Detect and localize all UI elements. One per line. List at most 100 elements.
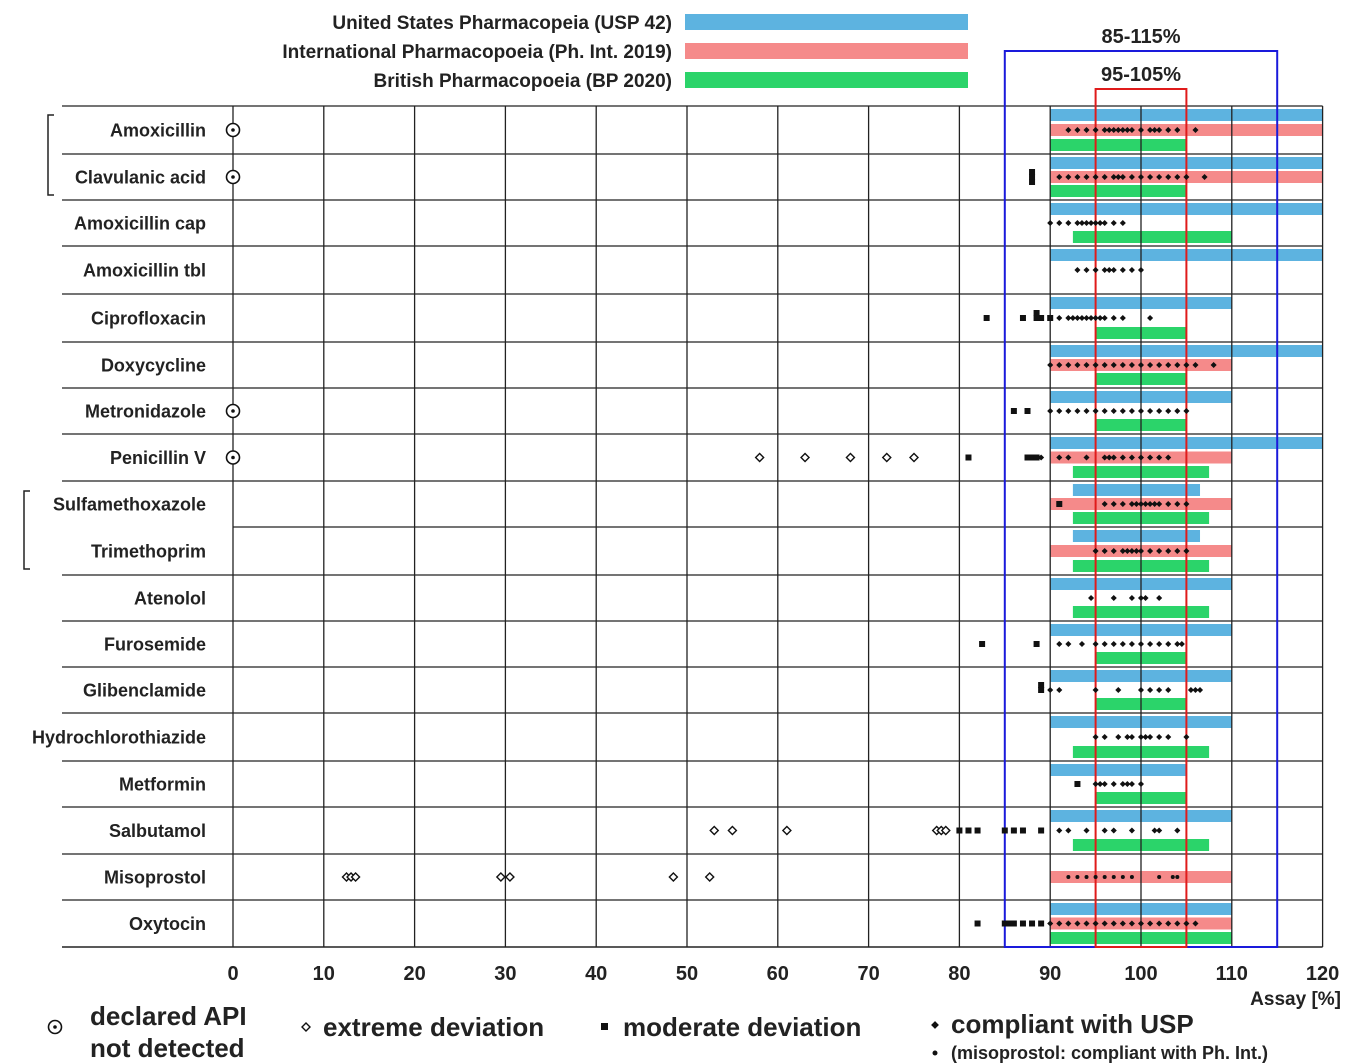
compliant-point-amoxicillin-cap-11 bbox=[1119, 219, 1126, 227]
compliant-point-amoxicillin-cap-9 bbox=[1101, 219, 1108, 227]
compliant-point-trimethoprim-11 bbox=[1174, 547, 1181, 555]
compliant-point-ciprofloxacin-10 bbox=[1110, 314, 1117, 322]
compliant-point-misoprostol-4 bbox=[1102, 875, 1107, 879]
compliant-point-amoxicillin-cap-1 bbox=[1056, 219, 1063, 227]
compliant-point-clavulanic-acid-6 bbox=[1110, 173, 1117, 181]
compliant-point-misoprostol-6 bbox=[1120, 875, 1125, 879]
x-axis-label: Assay [%] bbox=[1250, 989, 1341, 1010]
extreme-point-penicillin-v-1 bbox=[800, 452, 811, 463]
moderate-point-salbutamol-2 bbox=[974, 827, 981, 834]
compliant-point-sulfamethoxazole-6 bbox=[1142, 500, 1149, 508]
compliant-point-clavulanic-acid-3 bbox=[1083, 173, 1090, 181]
compliant-point-hydrochlorothiazide-5 bbox=[1137, 733, 1145, 741]
moderate-point-sulfamethoxazole-0 bbox=[1056, 501, 1063, 507]
spec-bar-usp-trimethoprim bbox=[1072, 530, 1201, 542]
spec-bar-bp-amoxicillin bbox=[1050, 139, 1187, 151]
compliant-point-furosemide-6 bbox=[1119, 640, 1126, 648]
compliant-point-amoxicillin-tbl-8 bbox=[1137, 266, 1145, 274]
compliant-point-metformin-2 bbox=[1101, 780, 1108, 788]
moderate-point-furosemide-0 bbox=[979, 641, 986, 647]
row-label-clavulanic-acid: Clavulanic acid bbox=[75, 168, 206, 188]
compliant-point-doxycycline-17 bbox=[1210, 361, 1217, 369]
compliant-point-amoxicillin-cap-10 bbox=[1110, 219, 1117, 227]
compliant-point-sulfamethoxazole-7 bbox=[1147, 500, 1154, 508]
compliant-point-amoxicillin-13 bbox=[1151, 126, 1158, 134]
compliant-point-amoxicillin-tbl-1 bbox=[1083, 266, 1090, 274]
compliant-point-metformin-0 bbox=[1092, 780, 1099, 788]
compliant-point-clavulanic-acid-10 bbox=[1137, 173, 1145, 181]
compliant-point-ciprofloxacin-5 bbox=[1083, 314, 1090, 322]
compliant-point-amoxicillin-cap-0 bbox=[1047, 219, 1054, 227]
compliant-point-oxytocin-13 bbox=[1165, 920, 1172, 927]
compliant-point-amoxicillin-4 bbox=[1101, 126, 1108, 134]
compliant-point-ciprofloxacin-3 bbox=[1074, 314, 1081, 322]
compliant-point-doxycycline-7 bbox=[1110, 361, 1117, 369]
row-label-metformin: Metformin bbox=[119, 775, 206, 795]
compliant-point-amoxicillin-tbl-0 bbox=[1074, 266, 1081, 274]
row-labels-layer: Amoxicillin Clavulanic acid Amoxicillin ca… bbox=[32, 121, 241, 934]
not-detected-icon-amoxicillin bbox=[225, 122, 241, 138]
compliant-point-furosemide-4 bbox=[1101, 640, 1108, 648]
compliant-point-salbutamol-2 bbox=[1083, 827, 1090, 834]
moderate-point-salbutamol-0 bbox=[956, 827, 963, 834]
compliant-point-amoxicillin-1 bbox=[1074, 126, 1081, 134]
compliant-point-metronidazole-7 bbox=[1110, 407, 1117, 415]
row-label-penicillin-v: Penicillin V bbox=[110, 448, 206, 468]
compliant-point-salbutamol-1 bbox=[1065, 827, 1072, 834]
moderate-point-salbutamol-3 bbox=[1001, 827, 1008, 834]
compliant-point-furosemide-0 bbox=[1056, 640, 1063, 648]
compliant-point-clavulanic-acid-1 bbox=[1065, 173, 1072, 181]
extreme-point-misoprostol-3 bbox=[495, 872, 506, 882]
x-tick-50: 50 bbox=[676, 963, 698, 985]
x-tick-100: 100 bbox=[1124, 963, 1157, 985]
extreme-point-misoprostol-2 bbox=[350, 872, 361, 882]
compliant-point-metronidazole-15 bbox=[1183, 407, 1190, 415]
compliant-point-hydrochlorothiazide-10 bbox=[1183, 733, 1190, 741]
compliant-point-clavulanic-acid-11 bbox=[1147, 173, 1154, 181]
compliant-point-hydrochlorothiazide-8 bbox=[1156, 733, 1163, 741]
not-detected-icon-penicillin-v bbox=[225, 450, 241, 465]
moderate-point-furosemide-1 bbox=[1033, 641, 1040, 647]
moderate-point-glibenclamide-0 bbox=[1038, 687, 1045, 693]
moderate-point-oxytocin-0 bbox=[974, 920, 981, 927]
legend-misoprostol-icon bbox=[932, 1050, 938, 1056]
compliant-point-doxycycline-15 bbox=[1183, 361, 1190, 369]
compliant-point-amoxicillin-8 bbox=[1119, 126, 1126, 134]
compliant-point-penicillin-v-11 bbox=[1156, 454, 1163, 461]
compliant-point-doxycycline-8 bbox=[1119, 361, 1126, 369]
compliant-point-furosemide-9 bbox=[1147, 640, 1154, 648]
compliant-point-trimethoprim-2 bbox=[1110, 547, 1117, 555]
compliant-point-oxytocin-16 bbox=[1192, 920, 1199, 927]
compliant-point-trimethoprim-6 bbox=[1133, 547, 1140, 555]
compliant-point-amoxicillin-cap-6 bbox=[1088, 219, 1095, 227]
compliant-point-oxytocin-4 bbox=[1083, 920, 1090, 927]
compliant-point-sulfamethoxazole-2 bbox=[1119, 500, 1126, 508]
compliant-point-misoprostol-1 bbox=[1075, 875, 1080, 879]
compliant-point-oxytocin-5 bbox=[1092, 920, 1099, 927]
row-label-trimethoprim: Trimethoprim bbox=[91, 542, 206, 562]
compliant-point-amoxicillin-16 bbox=[1174, 126, 1181, 134]
row-label-glibenclamide: Glibenclamide bbox=[83, 681, 206, 701]
compliant-point-salbutamol-7 bbox=[1156, 827, 1163, 834]
compliant-point-hydrochlorothiazide-3 bbox=[1124, 733, 1131, 741]
compliant-point-metronidazole-9 bbox=[1128, 407, 1135, 415]
compliant-point-clavulanic-acid-14 bbox=[1174, 173, 1181, 181]
compliant-point-ciprofloxacin-9 bbox=[1101, 314, 1108, 322]
moderate-point-glibenclamide-1 bbox=[1038, 682, 1045, 688]
compliant-point-doxycycline-4 bbox=[1083, 361, 1090, 369]
compliant-point-metronidazole-0 bbox=[1047, 407, 1054, 415]
compliant-point-ciprofloxacin-4 bbox=[1078, 314, 1086, 322]
legend-label-compliant: compliant with USP bbox=[951, 1009, 1194, 1039]
compliant-point-hydrochlorothiazide-2 bbox=[1115, 733, 1122, 741]
spec-bar-usp-metformin bbox=[1050, 764, 1187, 776]
compliant-point-penicillin-v-12 bbox=[1165, 454, 1172, 461]
spec-bar-bp-amoxicillin-cap bbox=[1072, 231, 1232, 243]
compliant-point-amoxicillin-3 bbox=[1092, 126, 1099, 134]
compliant-point-furosemide-12 bbox=[1174, 640, 1181, 648]
compliant-point-glibenclamide-10 bbox=[1196, 686, 1204, 694]
compliant-point-amoxicillin-cap-5 bbox=[1083, 219, 1090, 227]
not-detected-icon-clavulanic-acid bbox=[225, 169, 241, 185]
row-label-metronidazole: Metronidazole bbox=[85, 402, 206, 422]
compliant-point-oxytocin-2 bbox=[1065, 920, 1072, 927]
